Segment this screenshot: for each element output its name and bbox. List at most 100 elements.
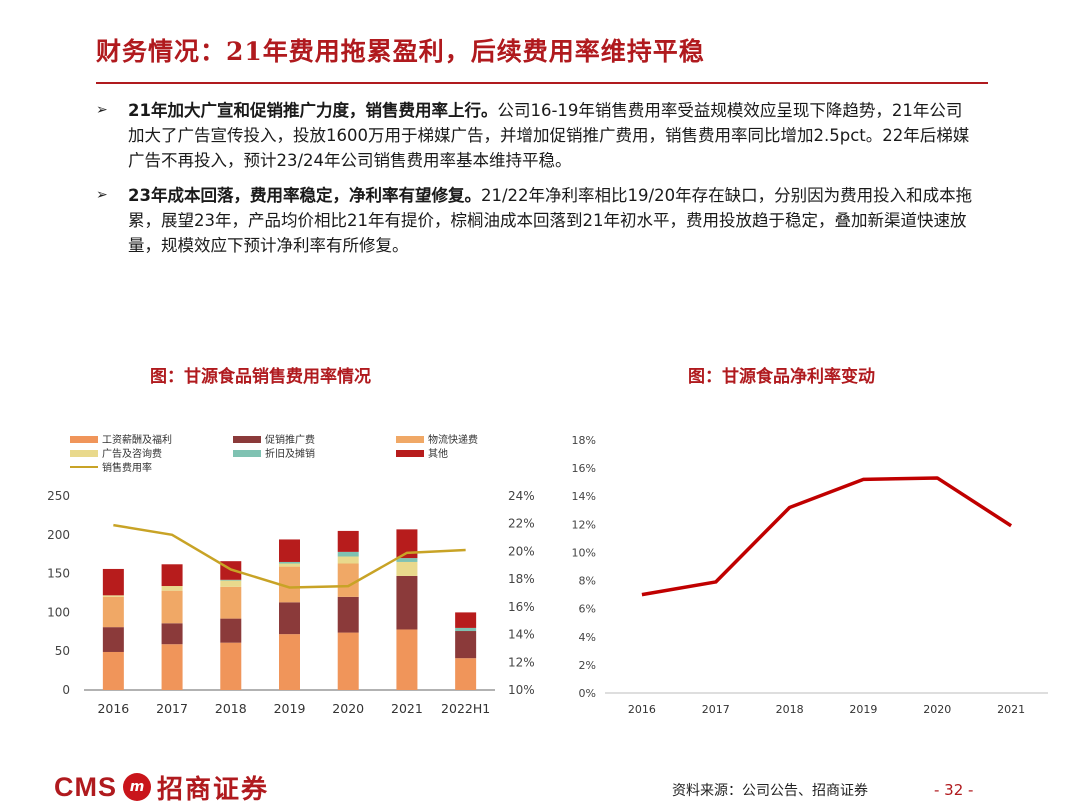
bar-segment	[161, 590, 183, 624]
x-tick-label: 2017	[156, 701, 188, 716]
bar-segment	[396, 561, 418, 576]
net-margin-line	[641, 476, 1013, 597]
bar-segment	[279, 561, 300, 564]
y2-tick-label: 12%	[508, 655, 535, 669]
y-tick-label: 14%	[572, 490, 596, 503]
bar-segment	[220, 580, 242, 587]
y2-tick-label: 14%	[508, 628, 535, 642]
bullet-2-text: 21/22年净利率相比19/20年存在缺口，分别因为费用投入和成本拖累，展望23…	[128, 186, 973, 255]
page-number: - 32 -	[934, 781, 974, 799]
logo-chinese: 招商证券	[157, 774, 270, 805]
bar-segment	[337, 596, 359, 633]
y2-tick-label: 20%	[508, 544, 535, 558]
legend-label: 物流快递费	[428, 433, 478, 446]
legend-swatch	[233, 436, 261, 443]
bullet-list: ➢ 21年加大广宣和促销推广力度，销售费用率上行。公司16-19年销售费用率受益…	[96, 98, 976, 268]
bar-segment	[161, 623, 183, 645]
x-tick-label: 2018	[215, 701, 247, 716]
right-chart-title: 图：甘源食品净利率变动	[688, 367, 875, 387]
x-tick-label: 2019	[849, 703, 877, 716]
y2-tick-label: 16%	[508, 600, 535, 614]
bar-segment	[337, 530, 359, 552]
bullet-item-2: ➢ 23年成本回落，费用率稳定，净利率有望修复。21/22年净利率相比19/20…	[96, 183, 976, 258]
bullet-2-heading: 23年成本回落，费用率稳定，净利率有望修复。	[128, 186, 481, 205]
bar-segment	[102, 627, 124, 652]
bar-segment	[279, 566, 300, 603]
bar-segment	[161, 586, 183, 591]
left-chart-title: 图：甘源食品销售费用率情况	[150, 367, 371, 387]
y-tick-label: 4%	[579, 631, 596, 644]
bar-segment	[279, 539, 300, 562]
y-tick-label: 6%	[579, 603, 596, 616]
bar-segment	[337, 551, 359, 557]
legend-label: 工资薪酬及福利	[102, 433, 172, 446]
y-tick-label: 0%	[579, 687, 596, 700]
legend-swatch	[233, 450, 261, 457]
y-tick-label: 10%	[572, 546, 596, 559]
y2-tick-label: 24%	[508, 489, 535, 503]
bar-segment	[102, 595, 124, 597]
bullet-1-heading: 21年加大广宣和促销推广力度，销售费用率上行。	[128, 101, 498, 120]
bar-segment	[102, 596, 124, 628]
title-divider	[96, 82, 988, 84]
y-tick-label: 0	[62, 683, 70, 697]
y-tick-label: 16%	[572, 462, 596, 475]
bar-segment	[220, 586, 242, 619]
y-tick-label: 8%	[579, 575, 596, 588]
y2-tick-label: 10%	[508, 683, 535, 697]
y-tick-label: 18%	[572, 434, 596, 447]
legend-swatch	[70, 450, 98, 457]
legend-label: 销售费用率	[102, 461, 152, 474]
source-note: 资料来源：公司公告、招商证券	[672, 783, 868, 799]
slide-title: 财务情况：21年费用拖累盈利，后续费用率维持平稳	[96, 37, 705, 66]
net-margin-chart: 0% 2% 4% 6% 8% 10% 12% 14% 16% 18% 2016 2017 2018 201…	[572, 434, 1048, 716]
y2-tick-label: 18%	[508, 572, 535, 586]
bar-segment	[102, 568, 124, 596]
company-logo: CMS m 招商证券	[54, 770, 270, 805]
y-tick-label: 50	[55, 644, 70, 658]
bar-segment	[455, 658, 477, 690]
legend-label: 促销推广费	[265, 433, 315, 446]
legend-label: 其他	[428, 447, 448, 460]
bullet-1-text: 公司16-19年销售费用率受益规模效应呈现下降趋势，21年公司加大了广告宣传投入…	[128, 101, 970, 170]
y-tick-label: 200	[47, 528, 70, 542]
bar-segment	[279, 634, 300, 690]
bar-segment	[102, 651, 124, 690]
bar-segment	[161, 644, 183, 690]
bar-segment	[337, 632, 359, 690]
bullet-item-1: ➢ 21年加大广宣和促销推广力度，销售费用率上行。公司16-19年销售费用率受益…	[96, 98, 976, 173]
bar-segment	[455, 627, 477, 632]
x-tick-label: 2019	[274, 701, 306, 716]
legend-label: 折旧及摊销	[265, 447, 315, 460]
bar-segment	[279, 563, 300, 567]
arrow-bullet-icon: ➢	[96, 102, 108, 118]
bar-segment	[161, 564, 183, 587]
bar-segment	[220, 618, 242, 643]
bar-segment	[337, 556, 359, 564]
x-tick-label: 2021	[391, 701, 423, 716]
bar-segment	[396, 529, 418, 559]
x-tick-label: 2022H1	[441, 701, 490, 716]
bar-segment	[396, 575, 418, 630]
arrow-bullet-icon: ➢	[96, 187, 108, 203]
bar-segment	[220, 642, 242, 690]
x-tick-label: 2020	[923, 703, 951, 716]
y-tick-label: 150	[47, 567, 70, 581]
legend-swatch	[70, 436, 98, 443]
bar-segment	[279, 602, 300, 635]
x-tick-label: 2021	[997, 703, 1025, 716]
x-tick-label: 2016	[97, 701, 129, 716]
bar-segment	[455, 631, 477, 659]
logo-badge-icon: m	[123, 773, 151, 801]
ratio-line	[113, 523, 466, 589]
x-tick-label: 2017	[702, 703, 730, 716]
y-tick-label: 250	[47, 489, 70, 503]
y2-tick-label: 22%	[508, 517, 535, 531]
x-tick-label: 2018	[776, 703, 804, 716]
x-tick-label: 2016	[628, 703, 656, 716]
bar-segment	[337, 563, 359, 597]
bar-segment	[396, 629, 418, 690]
y-tick-label: 2%	[579, 659, 596, 672]
legend-swatch	[396, 450, 424, 457]
